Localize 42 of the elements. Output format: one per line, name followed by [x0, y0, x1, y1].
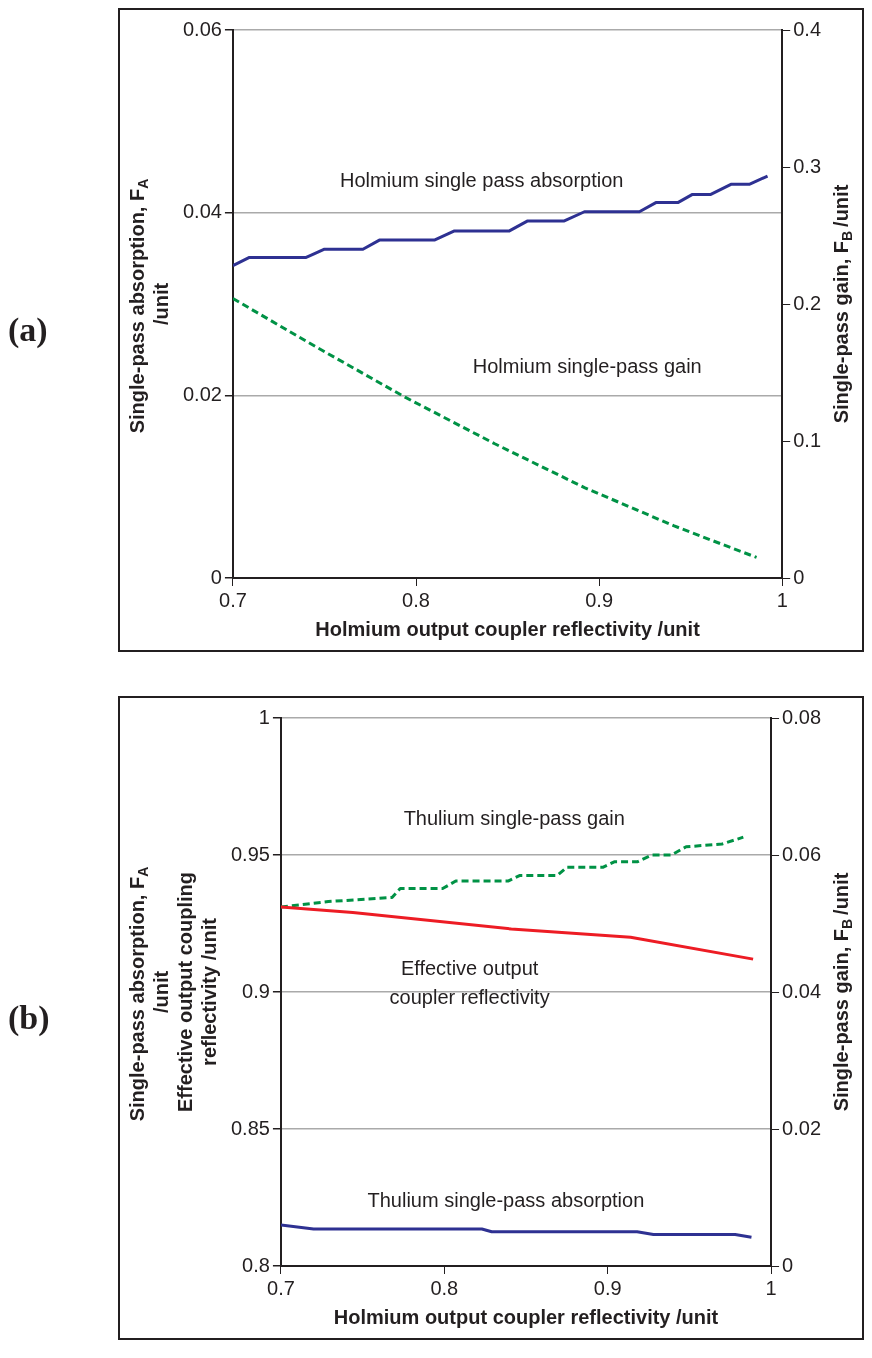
- y-tick-label: 1: [258, 705, 270, 728]
- text: (a): [8, 311, 49, 349]
- y2-axis-title: Single-pass gain, FB/unit: [829, 872, 855, 1112]
- y-tick-label: 0.8: [241, 1253, 270, 1276]
- text: (b): [8, 999, 51, 1037]
- annotation: Thulium single-pass gain: [403, 806, 625, 829]
- x-tick-label: 1: [776, 588, 788, 611]
- annotation: Holmium single pass absorption: [339, 169, 624, 192]
- line-series: [280, 835, 745, 909]
- x-tick-label: 1: [765, 1276, 777, 1299]
- y2-tick-label: 0: [792, 565, 805, 588]
- x-tick-label: 0.8: [430, 1276, 458, 1299]
- x-tick-label: 0.7: [266, 1276, 295, 1299]
- y-tick-label: 0.06: [182, 17, 222, 40]
- y2-tick-label: 0: [781, 1253, 793, 1276]
- annotation: Thulium single-pass absorption: [367, 1188, 645, 1211]
- x-axis-title: Holmium output coupler reflectivity /unit: [333, 1305, 719, 1328]
- y-tick-label: 0: [210, 565, 222, 588]
- y-tick-label: 0.85: [230, 1116, 270, 1139]
- y2-tick-label: 0.3: [792, 154, 821, 177]
- y2-tick-label: 0.4: [792, 17, 821, 40]
- annotation: Effective output coupler reflectivity: [389, 956, 550, 1008]
- x-axis-title: Holmium output coupler reflectivity /unit: [315, 617, 700, 640]
- annotation: Holmium single-pass gain: [472, 355, 702, 378]
- y-tick-label: 0.04: [182, 200, 222, 223]
- y2-tick-label: 0.04: [781, 979, 821, 1002]
- y2-tick-label: 0.08: [781, 705, 821, 728]
- y-tick-label: 0.9: [241, 979, 270, 1002]
- line-series: [232, 297, 758, 559]
- y-tick-label: 0.95: [230, 842, 270, 865]
- y-tick-label: 0.02: [182, 382, 222, 405]
- y2-tick-label: 0.2: [792, 291, 821, 314]
- x-tick-label: 0.8: [401, 588, 430, 611]
- x-tick-label: 0.7: [218, 588, 247, 611]
- y2-tick-label: 0.02: [781, 1116, 821, 1139]
- x-tick-label: 0.9: [584, 588, 613, 611]
- x-tick-label: 0.9: [593, 1276, 622, 1299]
- text: Single-pass absorption, FA /unit: [125, 178, 172, 434]
- y2-axis-title: Single-pass gain, FB/unit: [829, 184, 855, 424]
- text: Single-pass absorption, FA /unit Effective output coupling reflectivity /unit: [125, 866, 220, 1122]
- y2-tick-label: 0.1: [792, 428, 821, 451]
- y2-tick-label: 0.06: [781, 842, 821, 865]
